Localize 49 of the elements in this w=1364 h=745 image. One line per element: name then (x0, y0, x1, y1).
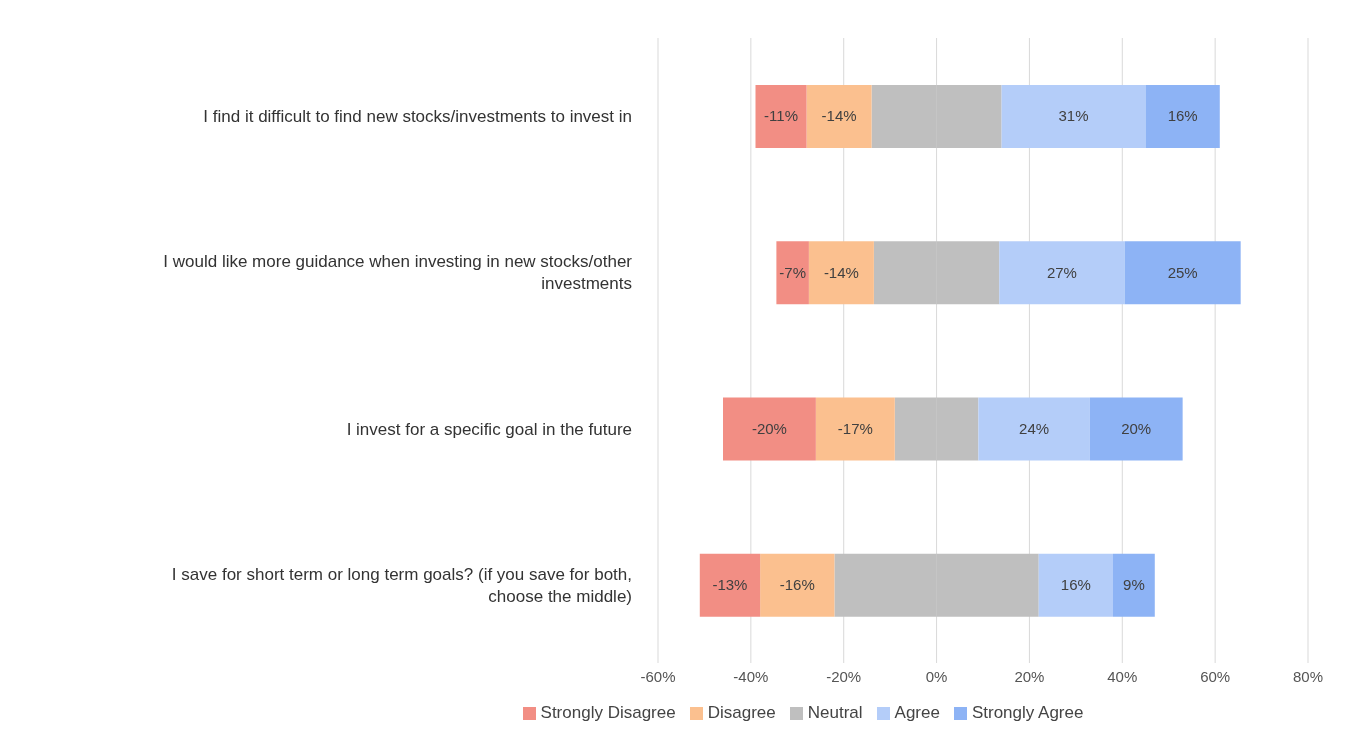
data-label: 25% (1167, 263, 1198, 281)
bar (1113, 553, 1155, 617)
bar (1124, 241, 1241, 305)
x-tick-label: -40% (733, 667, 769, 685)
data-label: 27% (1046, 263, 1077, 281)
data-label: -16% (779, 576, 815, 594)
x-tick-label: 80% (1292, 667, 1324, 685)
bar (1001, 84, 1146, 148)
data-label: -17% (837, 419, 873, 437)
bar (723, 397, 816, 461)
bar (755, 84, 807, 148)
y-tick-label: I find it difficult to find new stocks/investments to invest in (203, 107, 632, 127)
bar (808, 241, 874, 305)
x-tick-label: -20% (826, 667, 862, 685)
data-label: -11% (764, 107, 798, 125)
y-tick-label: I save for short term or long term goals? (if you save for both, choose the middle) (171, 564, 632, 606)
legend-label: Strongly Disagree (540, 703, 676, 723)
y-tick-label: I would like more guidance when investing in new stocks/other investments (163, 252, 633, 294)
bar (999, 241, 1125, 305)
legend-label: Disagree (707, 703, 776, 723)
bar (1145, 84, 1220, 148)
data-label: 24% (1019, 419, 1050, 437)
bar (815, 397, 895, 461)
data-label: 16% (1060, 576, 1091, 594)
x-tick-label: 0% (925, 667, 948, 685)
bar (760, 553, 835, 617)
data-label: -14% (823, 263, 859, 281)
data-label: -20% (751, 419, 787, 437)
bar (776, 241, 809, 305)
x-tick-label: 20% (1014, 667, 1045, 685)
x-tick-label: -60% (640, 667, 676, 685)
x-tick-label: 60% (1200, 667, 1231, 685)
x-tick-label: 40% (1107, 667, 1138, 685)
legend-label: Strongly Agree (971, 703, 1084, 723)
bar (1089, 397, 1183, 461)
data-label: -14% (821, 107, 857, 125)
y-tick-label: I invest for a specific goal in the future (346, 419, 632, 439)
data-label: 31% (1058, 107, 1089, 125)
data-label: 16% (1167, 107, 1198, 125)
bar (1038, 553, 1113, 617)
data-label: 20% (1121, 419, 1152, 437)
data-label: 9% (1123, 576, 1145, 594)
bar (699, 553, 761, 617)
bar (978, 397, 1090, 461)
data-label: -13% (712, 576, 748, 594)
legend-label: Neutral (807, 703, 863, 723)
data-label: -7% (779, 263, 806, 281)
bar (806, 84, 872, 148)
legend-label: Agree (894, 703, 940, 723)
